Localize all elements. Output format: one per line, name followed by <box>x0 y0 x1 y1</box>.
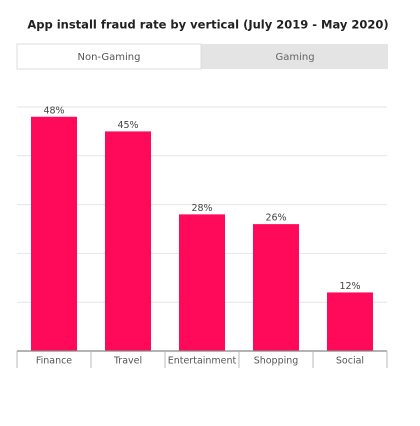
bar <box>327 292 373 351</box>
value-label: 28% <box>191 203 212 214</box>
tab-background <box>201 44 388 69</box>
tab[interactable]: Gaming <box>275 52 314 63</box>
x-tick-label: Travel <box>113 356 142 367</box>
x-tick-label: Shopping <box>254 356 299 367</box>
bar <box>31 116 77 351</box>
tab-background <box>16 43 202 70</box>
value-label: 48% <box>43 105 64 116</box>
value-label: 26% <box>265 213 286 224</box>
x-tick-label: Social <box>336 356 364 367</box>
bar <box>105 131 151 351</box>
value-label: 12% <box>339 281 360 292</box>
tab[interactable]: Non-Gaming <box>78 52 141 63</box>
bar <box>253 224 299 351</box>
bar <box>179 214 225 351</box>
value-label: 45% <box>117 120 138 131</box>
x-tick-label: Entertainment <box>168 356 237 367</box>
chart-title: App install fraud rate by vertical (July… <box>27 18 388 32</box>
x-tick-label: Finance <box>36 356 72 367</box>
